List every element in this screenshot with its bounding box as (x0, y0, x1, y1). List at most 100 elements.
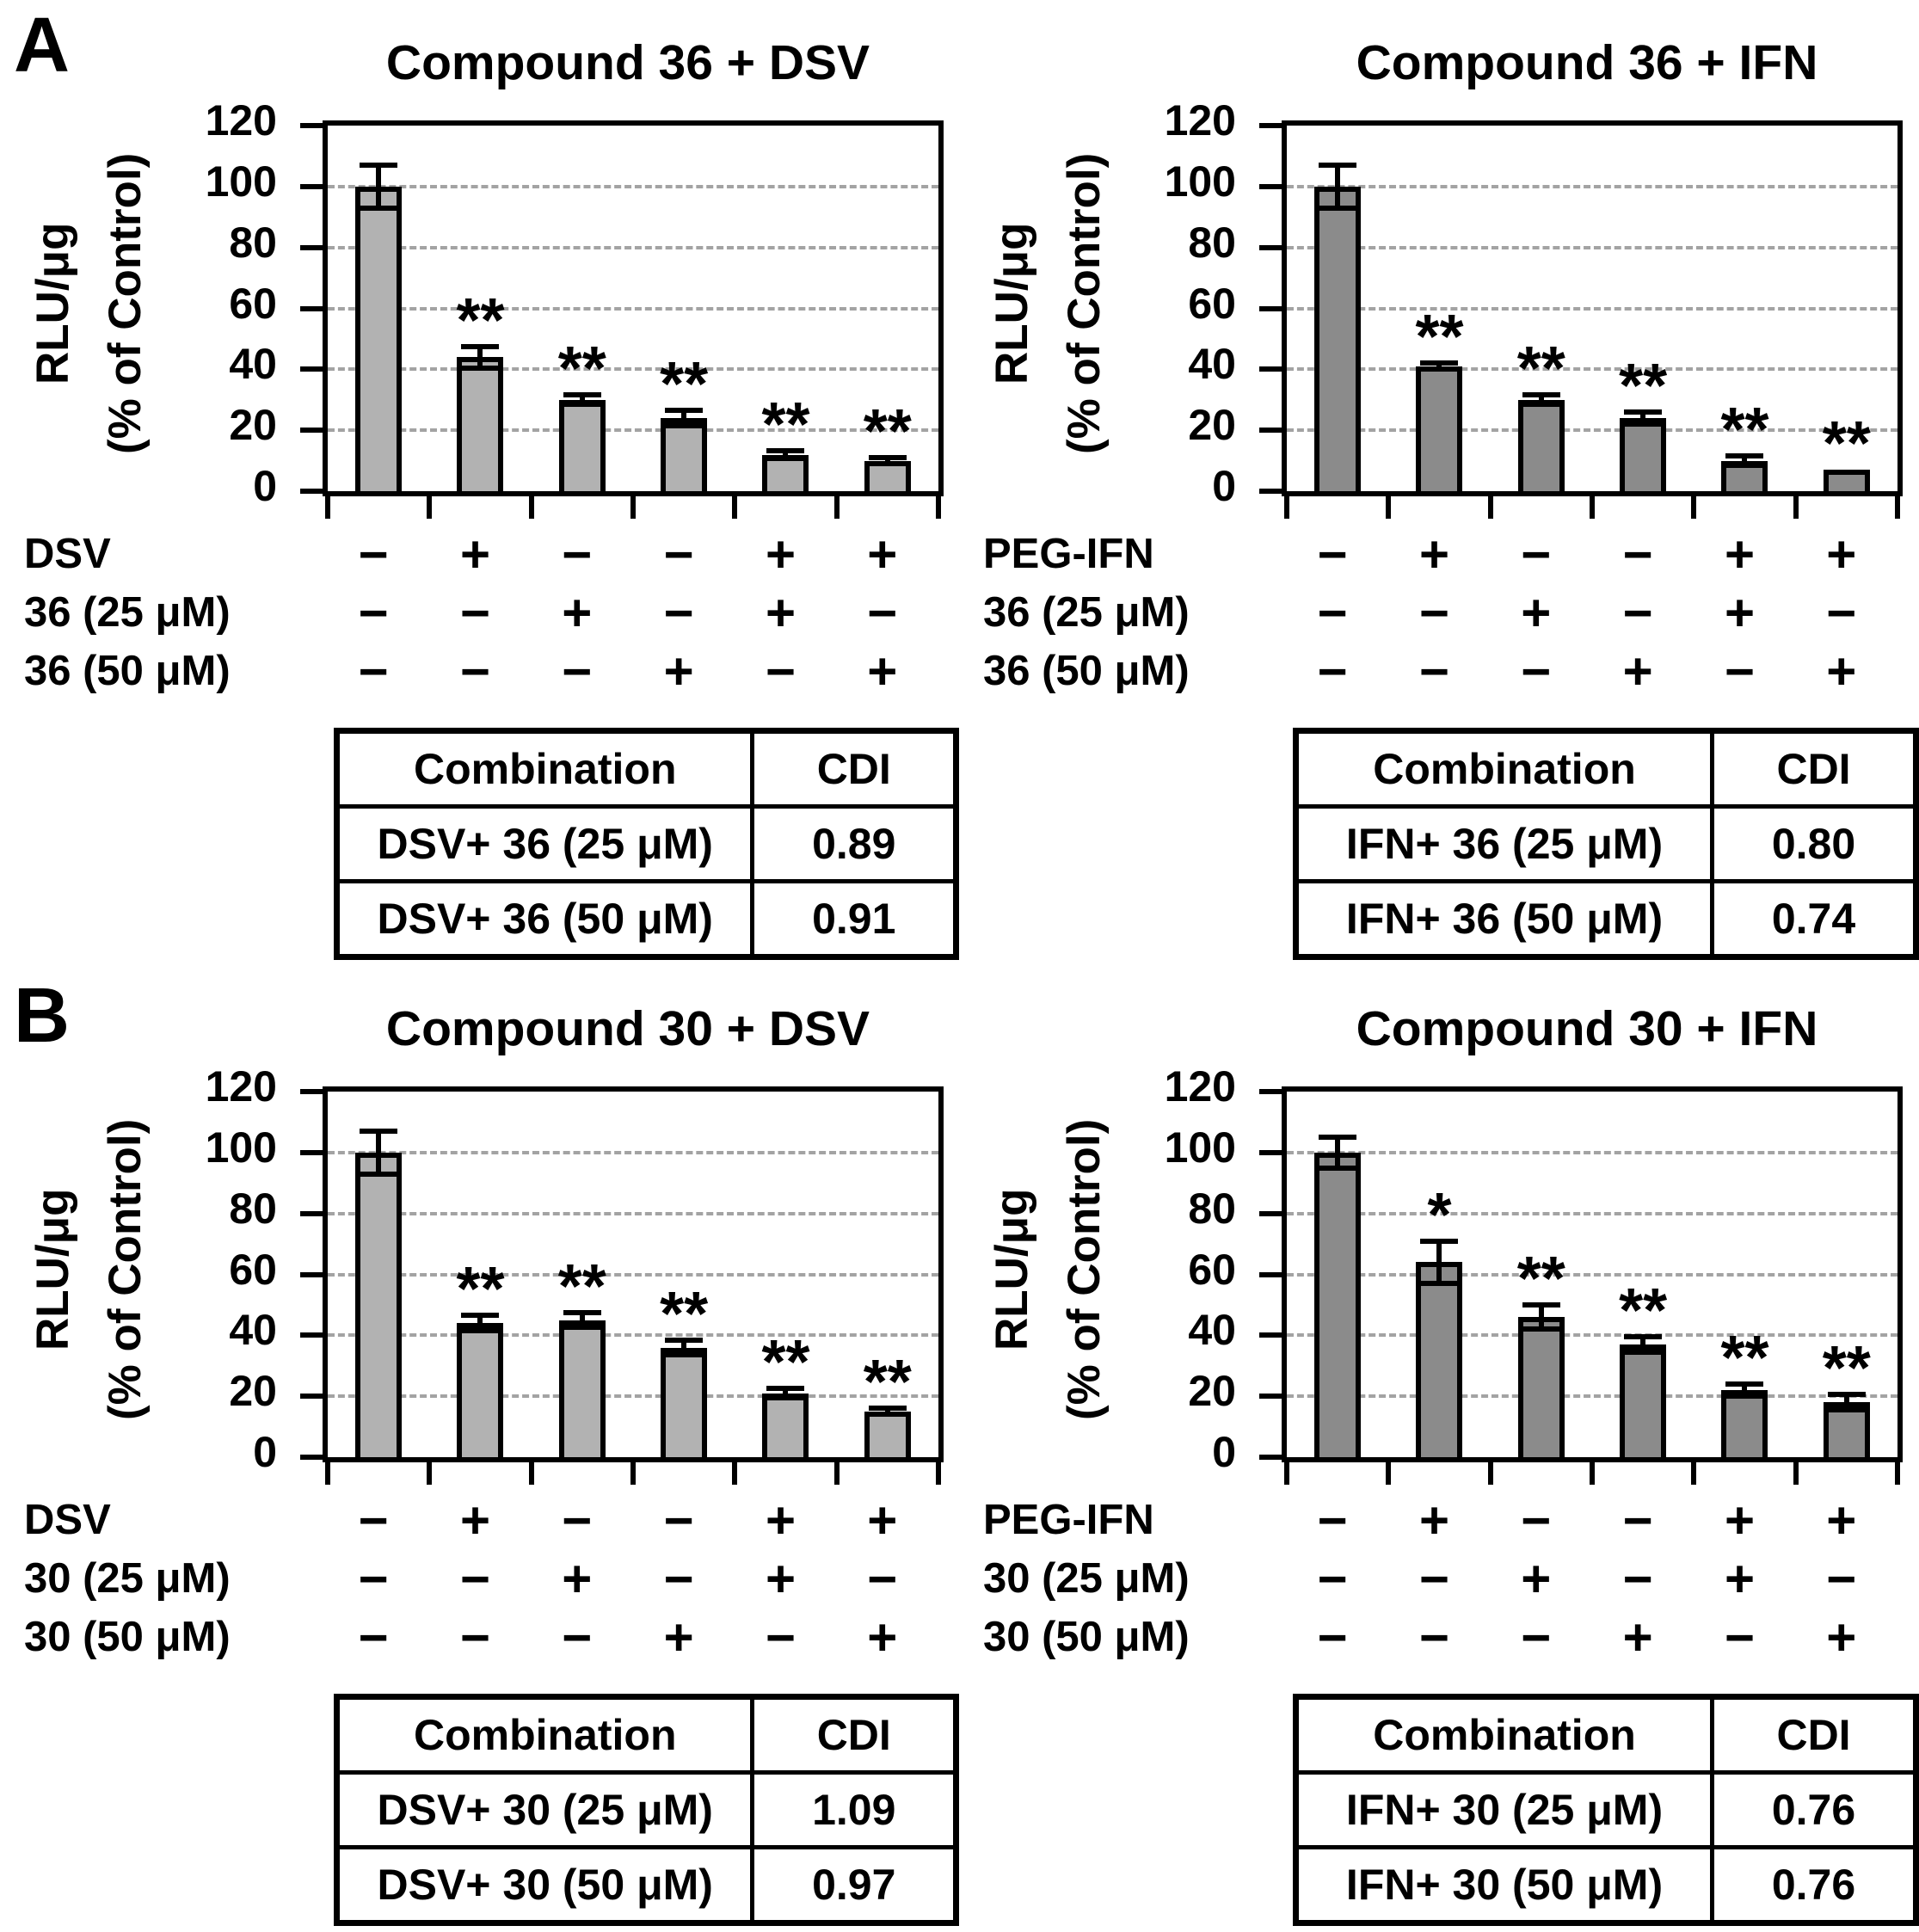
combination-cell: DSV+ 36 (50 μM) (334, 879, 755, 959)
condition-sign: − (1317, 643, 1348, 700)
condition-row: 36 (25 μM) − − + − + − (0, 583, 959, 642)
y-tick-mark (1259, 123, 1282, 128)
cdi-row: DSV+ 30 (25 μM) 1.09 (334, 1770, 958, 1849)
bar-slot (328, 1092, 429, 1457)
bar-slot: ** (837, 1092, 938, 1457)
y-axis-label: RLU/μg (% of Control) (976, 1069, 1121, 1469)
cdi-row: IFN+ 30 (25 μM) 0.76 (1293, 1770, 1918, 1849)
bar (1721, 1390, 1768, 1457)
y-tick-label: 80 (1188, 1184, 1236, 1233)
error-bar-cap-bottom (665, 422, 704, 428)
gridline (1287, 1150, 1897, 1154)
y-tick-label: 40 (1188, 340, 1236, 389)
significance-stars: ** (456, 1255, 505, 1325)
bar (457, 357, 504, 491)
y-tick-mark (300, 1332, 323, 1338)
gridline (1287, 245, 1897, 249)
condition-sign: + (1724, 526, 1756, 583)
condition-sign: + (1826, 1492, 1857, 1549)
cdi-table-head: Combination CDI (334, 1695, 958, 1775)
cdi-header: CDI (1710, 1695, 1918, 1775)
significance-stars: ** (1822, 409, 1871, 479)
cdi-value-cell: 0.91 (750, 879, 958, 959)
error-bar (1742, 456, 1748, 465)
y-tick-mark (300, 1149, 323, 1155)
combination-cell: IFN+ 30 (25 μM) (1293, 1770, 1715, 1849)
gridline (328, 1333, 938, 1338)
condition-row: 30 (25 μM) − − + − + − (959, 1549, 1919, 1608)
cdi-table-body: IFN+ 36 (25 μM) 0.80 IFN+ 36 (50 μM) 0.74 (1293, 804, 1918, 959)
significance-stars: ** (456, 286, 505, 355)
bar-slot: ** (1592, 1092, 1694, 1457)
error-bar-cap-bottom (1624, 1349, 1663, 1355)
bar-slot: ** (633, 1092, 735, 1457)
panel-b-label: B (14, 973, 70, 1059)
condition-sign: − (1622, 526, 1653, 583)
condition-sign: − (1521, 1492, 1552, 1549)
x-tick-mark (833, 1462, 840, 1485)
y-tick-label: 60 (229, 1245, 277, 1294)
x-tick-mark (528, 496, 534, 519)
error-bar-cap-top (1725, 453, 1764, 459)
x-tick-mark (1284, 1462, 1289, 1485)
x-tick-mark (1590, 1462, 1595, 1485)
cdi-header: CDI (750, 729, 958, 809)
x-tick-mark (528, 1462, 534, 1485)
significance-stars: ** (1822, 1334, 1871, 1404)
bar-slot: ** (1388, 126, 1490, 491)
cdi-header-row: Combination CDI (334, 729, 958, 809)
condition-sign: + (867, 526, 898, 583)
error-bar-cap-top (665, 408, 704, 414)
error-bar-cap-top (461, 343, 500, 349)
condition-signs: − − + − + − (323, 583, 933, 642)
cdi-row: DSV+ 30 (50 μM) 0.97 (334, 1845, 958, 1925)
error-bar-cap-top (360, 1129, 398, 1135)
condition-sign: + (459, 1492, 491, 1549)
bar-slot (1287, 126, 1388, 491)
x-tick-mark (1793, 496, 1799, 519)
error-bar (884, 1408, 890, 1415)
y-tick-mark (1259, 1149, 1282, 1155)
condition-label: DSV (24, 531, 111, 577)
y-tick-mark (300, 183, 323, 189)
bar-slot (328, 126, 429, 491)
y-axis-label: RLU/μg (% of Control) (17, 1069, 162, 1469)
cdi-table-body: DSV+ 36 (25 μM) 0.89 DSV+ 36 (50 μM) 0.91 (334, 804, 958, 959)
x-tick-mark (1895, 496, 1900, 519)
y-tick-label: 20 (229, 401, 277, 450)
y-tick-label: 60 (1188, 1245, 1236, 1294)
significance-stars: ** (1720, 396, 1769, 465)
x-tick-mark (427, 1462, 433, 1485)
y-tick-mark (300, 1455, 323, 1460)
error-bar (376, 165, 382, 208)
y-tick-mark (300, 428, 323, 434)
bar-slot: ** (735, 126, 836, 491)
y-axis-label-line1: RLU/μg (28, 1188, 78, 1351)
y-tick-label: 80 (1188, 218, 1236, 267)
condition-sign: − (358, 1492, 389, 1549)
condition-sign: + (1724, 1550, 1756, 1608)
bar (1517, 1317, 1565, 1457)
error-bar-cap-bottom (1725, 462, 1764, 468)
condition-sign: + (1724, 584, 1756, 642)
condition-label: 36 (25 μM) (24, 589, 231, 636)
y-axis-label-line1: RLU/μg (987, 1188, 1037, 1351)
cdi-header: CDI (1710, 729, 1918, 809)
y-tick-label: 40 (229, 340, 277, 389)
x-tick-mark (1284, 496, 1289, 519)
bar-slot: ** (1796, 126, 1897, 491)
bar (457, 1323, 504, 1457)
y-tick-mark (1259, 1455, 1282, 1460)
error-bar-cap-top (461, 1313, 500, 1319)
y-tick-mark (1259, 1271, 1282, 1277)
bar-slot: ** (1796, 1092, 1897, 1457)
condition-label: 30 (50 μM) (24, 1614, 231, 1660)
x-tick-mark (1487, 496, 1493, 519)
cdi-header-row: Combination CDI (1293, 1695, 1918, 1775)
cdi-value-cell: 1.09 (750, 1770, 958, 1849)
error-bar (477, 1315, 483, 1332)
condition-sign: − (1418, 584, 1450, 642)
error-bar (579, 1312, 585, 1328)
y-tick-label: 20 (1188, 401, 1236, 450)
